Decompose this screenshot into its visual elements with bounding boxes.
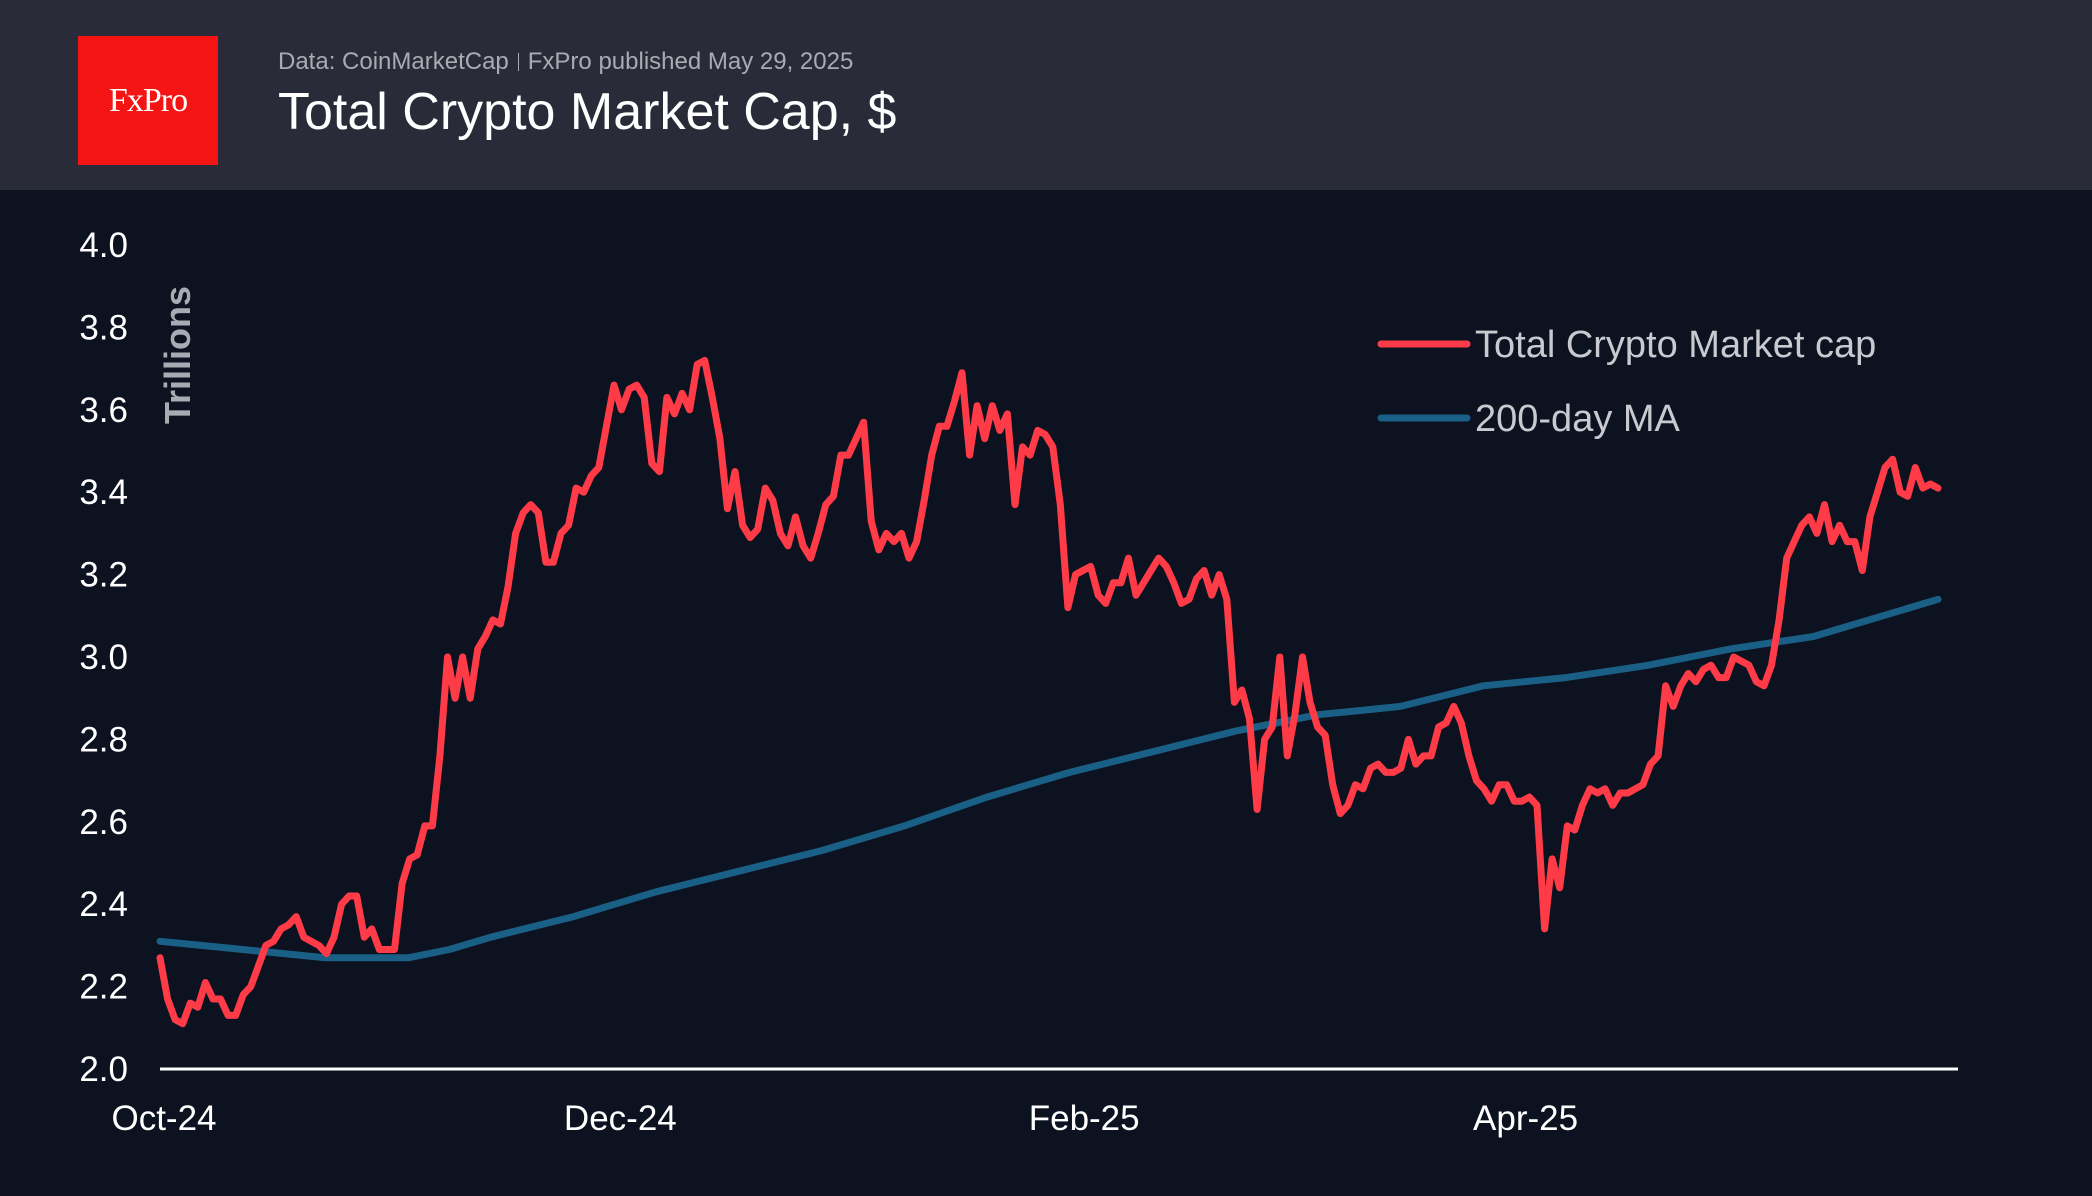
header: FxPro Data: CoinMarketCap FxPro published… (0, 0, 2092, 190)
series-line-ma (156, 595, 1942, 962)
y-tick-label: 2.8 (79, 720, 128, 759)
y-tick-label: 3.2 (79, 556, 128, 595)
legend-label: Total Crypto Market cap (1475, 324, 1876, 366)
y-tick-label: 3.4 (79, 473, 128, 512)
y-tick-label: 3.0 (79, 638, 128, 677)
fxpro-logo: FxPro (78, 36, 218, 165)
series-line-market-cap (156, 356, 1942, 1028)
y-tick-label: 3.6 (79, 391, 128, 430)
y-axis-label: Trillions (157, 286, 198, 424)
y-axis-ticks: 2.0 2.2 2.4 2.6 2.8 3.0 3.2 3.4 3.6 3.8 4.0 (79, 226, 128, 1089)
x-tick-label: Dec-24 (564, 1099, 677, 1138)
separator (517, 53, 519, 71)
chart-title: Total Crypto Market Cap, $ (278, 83, 897, 141)
x-tick-label: Oct-24 (111, 1099, 216, 1138)
y-tick-label: 3.8 (79, 308, 128, 347)
logo-text: FxPro (108, 81, 188, 119)
y-tick-label: 2.6 (79, 803, 128, 842)
x-axis-ticks: Oct-24 Dec-24 Feb-25 Apr-25 (111, 1099, 1578, 1138)
y-tick-label: 2.2 (79, 968, 128, 1007)
series-lines (156, 356, 1942, 1028)
data-source: Data: CoinMarketCap (278, 48, 509, 75)
legend: Total Crypto Market cap 200-day MA (1377, 324, 1876, 440)
publisher-note: FxPro published May 29, 2025 (527, 48, 854, 75)
x-tick-label: Feb-25 (1029, 1099, 1140, 1138)
legend-label: 200-day MA (1475, 398, 1681, 440)
y-tick-label: 2.0 (79, 1050, 128, 1089)
chart-subtitle: Data: CoinMarketCap FxPro published May 2… (278, 48, 853, 76)
y-tick-label: 4.0 (79, 226, 128, 265)
y-tick-label: 2.4 (79, 885, 128, 924)
x-tick-label: Apr-25 (1473, 1099, 1578, 1138)
